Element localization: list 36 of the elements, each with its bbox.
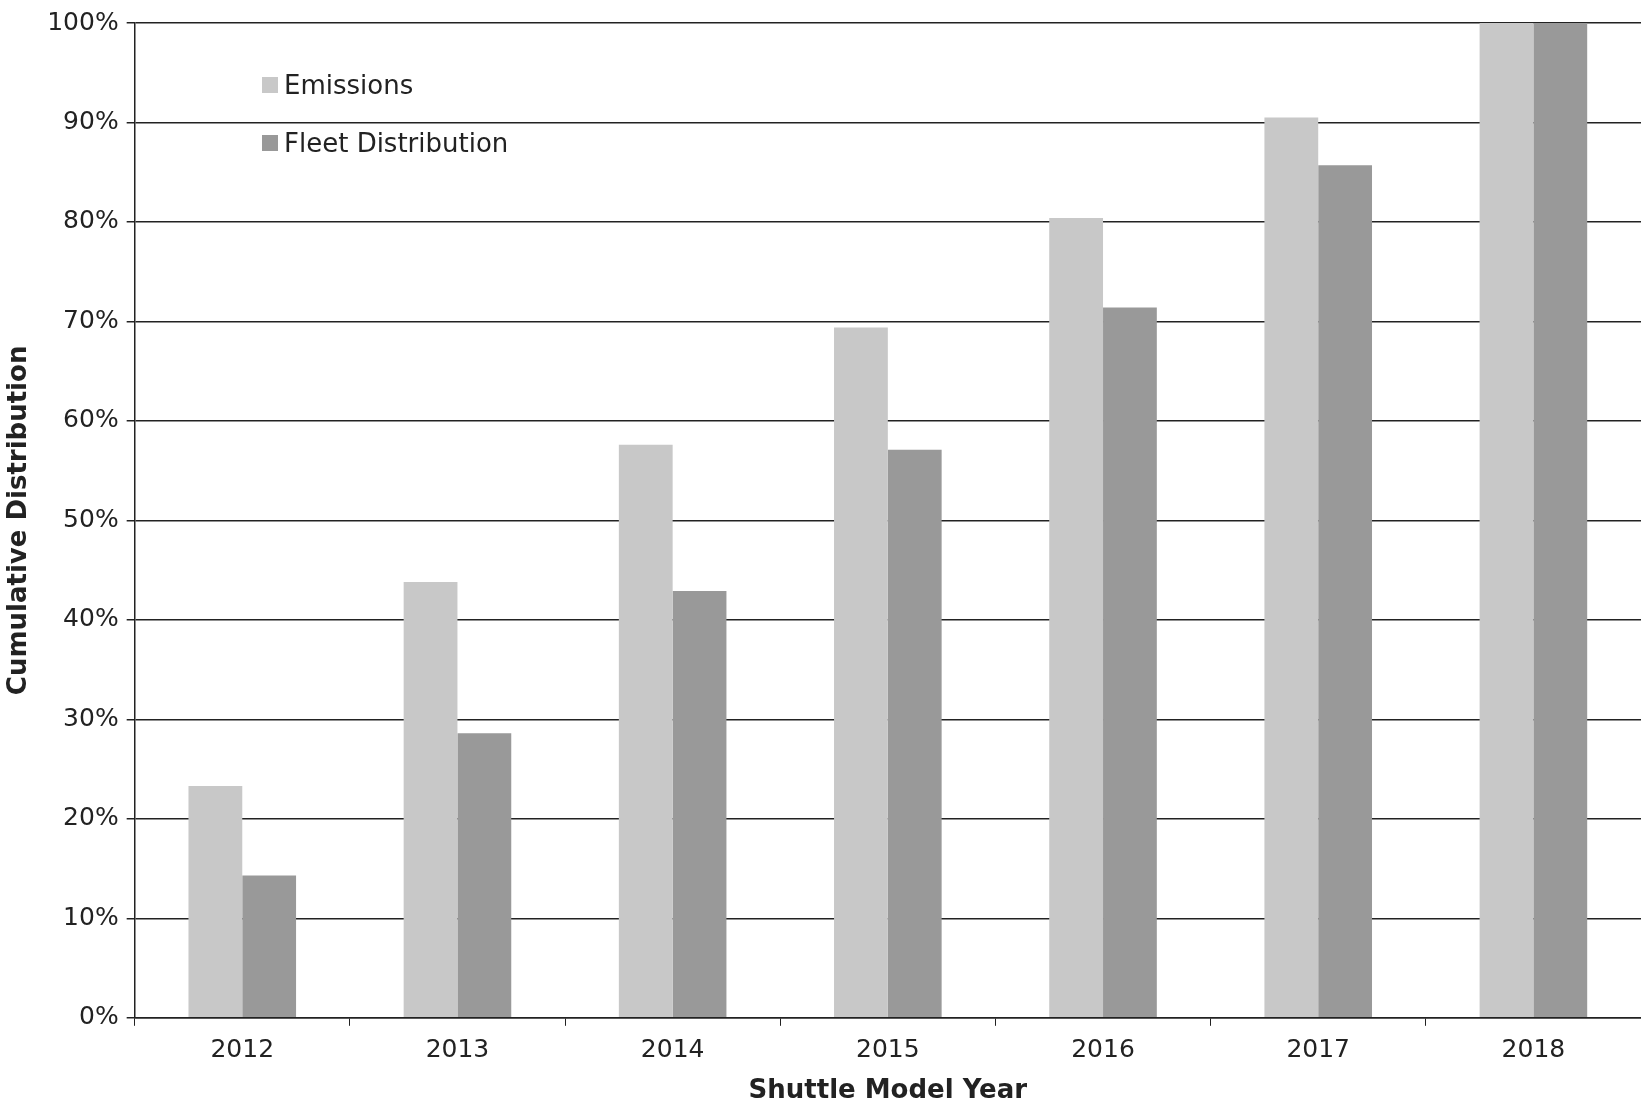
y-tick-label: 30% (63, 702, 119, 732)
x-tick-label: 2012 (210, 1034, 275, 1064)
x-tick-label: 2017 (1286, 1034, 1351, 1064)
y-tick-label: 70% (63, 304, 119, 334)
bar (618, 444, 673, 1018)
legend-label: Fleet Distribution (284, 128, 509, 158)
x-axis-title: Shuttle Model Year (748, 1074, 1028, 1105)
bar (834, 327, 888, 1018)
bar (1533, 23, 1588, 1018)
x-tick-label: 2015 (856, 1034, 920, 1064)
x-tick-label: 2013 (425, 1034, 490, 1064)
y-tick-label: 50% (63, 503, 119, 533)
bar (1479, 23, 1534, 1018)
bar (457, 733, 512, 1018)
bar (1318, 165, 1373, 1018)
y-tick-label: 20% (63, 802, 119, 832)
bar (672, 591, 727, 1018)
x-tick-label: 2018 (1501, 1034, 1566, 1064)
y-tick-label: 0% (79, 1001, 119, 1031)
y-tick-label: 60% (63, 404, 119, 434)
y-axis-title: Cumulative Distribution (2, 345, 33, 696)
bar (403, 582, 458, 1018)
y-tick-label: 10% (63, 901, 119, 931)
x-tick-label: 2014 (640, 1034, 705, 1064)
bar (242, 875, 297, 1018)
legend-label: Emissions (284, 70, 414, 100)
y-tick-label: 90% (63, 105, 119, 135)
bar (188, 786, 243, 1018)
bar (1103, 307, 1157, 1018)
x-tick-label: 2016 (1071, 1034, 1135, 1064)
bar (1264, 117, 1319, 1018)
bar (1049, 217, 1104, 1018)
bar (887, 449, 942, 1018)
y-tick-label: 100% (47, 6, 119, 36)
y-tick-label: 80% (63, 205, 119, 235)
y-tick-label: 40% (63, 603, 119, 633)
